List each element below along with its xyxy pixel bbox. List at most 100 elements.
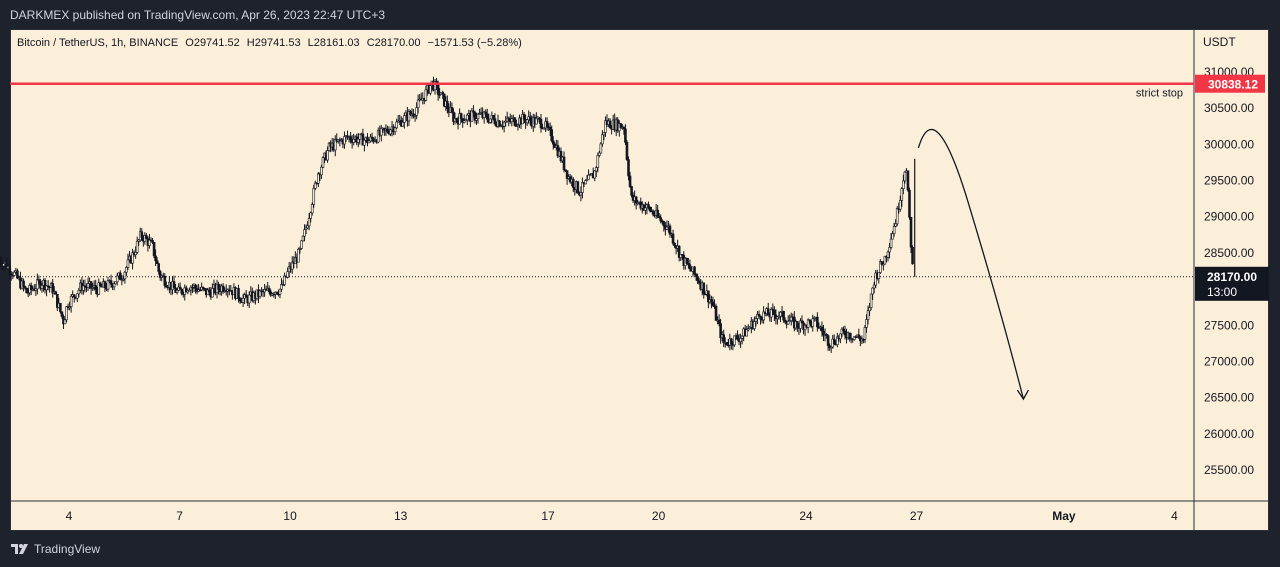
candle-body bbox=[892, 226, 896, 234]
x-tick-label: 10 bbox=[283, 509, 297, 523]
candle-body bbox=[34, 288, 38, 291]
candle-body bbox=[72, 294, 76, 298]
y-tick-label: 26500.00 bbox=[1204, 391, 1254, 405]
projection-curve bbox=[917, 128, 1025, 400]
candle-body bbox=[539, 118, 543, 129]
candle-body bbox=[441, 91, 445, 95]
candle-body bbox=[244, 294, 248, 298]
candle-body bbox=[507, 117, 511, 121]
candle-body bbox=[40, 285, 44, 289]
candle-body bbox=[446, 100, 449, 109]
candle-body bbox=[883, 255, 887, 265]
candle-body bbox=[911, 246, 914, 265]
candle-body bbox=[433, 81, 437, 91]
candle-body bbox=[857, 334, 861, 339]
candle-body bbox=[808, 319, 811, 322]
candle-body bbox=[320, 166, 323, 176]
y-tick-label: 27000.00 bbox=[1204, 354, 1254, 368]
candle-body bbox=[217, 283, 220, 290]
candle-body bbox=[401, 122, 405, 127]
candle-body bbox=[516, 124, 520, 126]
candle-body bbox=[757, 314, 761, 317]
candle-body bbox=[83, 285, 87, 288]
legend-change: −1571.53 (−5.28%) bbox=[427, 37, 522, 49]
candle-body bbox=[733, 335, 736, 346]
candle-body bbox=[303, 229, 306, 237]
candle-body bbox=[68, 306, 71, 308]
y-tick-label: 30000.00 bbox=[1204, 137, 1254, 151]
candle-body bbox=[45, 285, 48, 291]
candle-body bbox=[800, 320, 804, 324]
candle-body bbox=[23, 286, 27, 289]
candle-body bbox=[310, 204, 314, 214]
candle-body bbox=[848, 332, 851, 339]
candle-body bbox=[366, 136, 369, 144]
candle-body bbox=[671, 233, 675, 244]
candle-body bbox=[317, 173, 320, 184]
candle-body bbox=[753, 321, 756, 329]
candle-body bbox=[854, 336, 858, 338]
candle-body bbox=[581, 182, 584, 193]
candle-body bbox=[657, 216, 661, 218]
candle-body bbox=[16, 270, 19, 279]
candle-body bbox=[464, 119, 468, 122]
candle-body bbox=[140, 231, 144, 238]
candle-body bbox=[504, 120, 507, 123]
candle-body bbox=[535, 117, 538, 125]
candle-body bbox=[89, 281, 93, 289]
candle-body bbox=[882, 263, 885, 266]
candle-body bbox=[2, 263, 5, 267]
candle-body bbox=[442, 93, 446, 107]
candle-body bbox=[786, 321, 790, 325]
candle-body bbox=[188, 289, 191, 292]
candle-body bbox=[863, 327, 867, 340]
candle-body bbox=[601, 134, 604, 145]
candle-body bbox=[134, 252, 137, 256]
candle-body bbox=[879, 261, 882, 273]
candle-body bbox=[489, 118, 492, 123]
candle-body bbox=[198, 289, 202, 291]
candle-body bbox=[839, 333, 842, 340]
candle-body bbox=[862, 338, 865, 341]
x-tick-label: 17 bbox=[541, 509, 555, 523]
candle-body bbox=[175, 289, 179, 293]
candle-body bbox=[151, 239, 154, 243]
candle-body bbox=[510, 118, 514, 123]
candle-body bbox=[403, 115, 406, 123]
candle-body bbox=[888, 247, 891, 253]
candle-body bbox=[783, 319, 787, 323]
candle-body bbox=[587, 174, 590, 180]
candle-body bbox=[415, 107, 418, 116]
candle-body bbox=[493, 118, 497, 125]
candle-body bbox=[782, 311, 785, 321]
candle-body bbox=[688, 264, 692, 270]
candle-body bbox=[868, 307, 871, 311]
candle-body bbox=[208, 289, 211, 293]
candle-body bbox=[221, 285, 225, 292]
candle-body bbox=[811, 318, 815, 327]
x-tick-label: 13 bbox=[394, 509, 408, 523]
candle-body bbox=[789, 316, 793, 321]
candle-body bbox=[902, 180, 905, 189]
candle-body bbox=[135, 240, 139, 253]
candle-body bbox=[799, 320, 802, 329]
candle-body bbox=[356, 138, 360, 143]
x-tick-label: May bbox=[1052, 509, 1076, 523]
candle-body bbox=[759, 315, 762, 320]
candle-body bbox=[829, 346, 833, 349]
candle-body bbox=[237, 288, 240, 299]
candle-body bbox=[562, 156, 566, 170]
candle-body bbox=[56, 294, 59, 308]
y-tick-label: 30500.00 bbox=[1204, 101, 1254, 115]
candle-body bbox=[624, 128, 627, 143]
candle-body bbox=[172, 281, 176, 289]
candle-body bbox=[740, 335, 744, 339]
y-tick-label: 25500.00 bbox=[1204, 463, 1254, 477]
candle-body bbox=[109, 280, 113, 285]
candle-body bbox=[395, 121, 398, 129]
candle-body bbox=[201, 286, 205, 289]
candle-body bbox=[297, 249, 300, 263]
candle-body bbox=[407, 111, 411, 122]
candle-body bbox=[363, 139, 366, 146]
